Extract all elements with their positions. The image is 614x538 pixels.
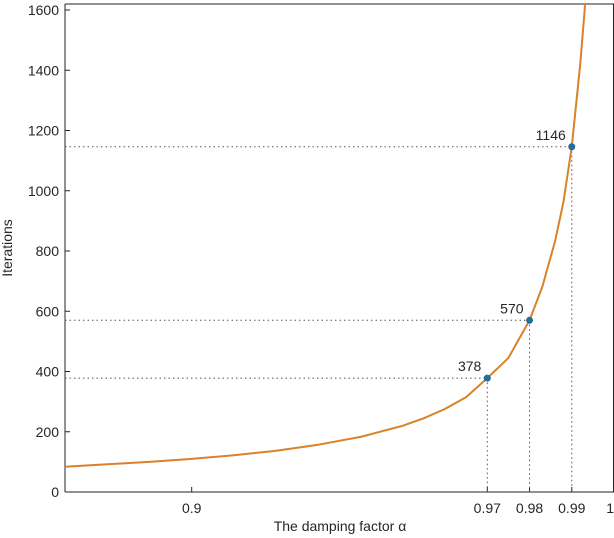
y-tick-label: 1400	[28, 62, 59, 78]
data-point-marker	[526, 316, 534, 324]
y-tick-label: 200	[36, 424, 60, 440]
x-axis-label: The damping factor α	[274, 518, 407, 534]
data-point-label: 378	[458, 358, 482, 374]
data-point-marker	[483, 374, 491, 382]
x-tick-label: 0.97	[474, 500, 501, 516]
y-tick-label: 600	[36, 303, 60, 319]
y-tick-label: 800	[36, 243, 60, 259]
y-tick-label: 1200	[28, 123, 59, 139]
plot-area: 0 200 400 600 800 1000 1200 1400 1600 0.9 0.97 0.98…	[28, 2, 614, 516]
y-tick-label: 1000	[28, 183, 59, 199]
y-tick-label: 0	[51, 484, 59, 500]
x-tick-label: 1	[606, 500, 614, 516]
data-point-label: 570	[500, 300, 524, 316]
data-point-marker	[568, 143, 576, 151]
y-axis-label: Iterations	[0, 219, 15, 277]
y-tick-label: 1600	[28, 2, 59, 18]
y-tick-label: 400	[36, 364, 60, 380]
x-tick-label: 0.98	[516, 500, 543, 516]
series-line	[65, 4, 587, 468]
x-tick-label: 0.9	[182, 500, 202, 516]
data-point-label: 1146	[536, 127, 566, 143]
x-tick-label: 0.99	[558, 500, 585, 516]
